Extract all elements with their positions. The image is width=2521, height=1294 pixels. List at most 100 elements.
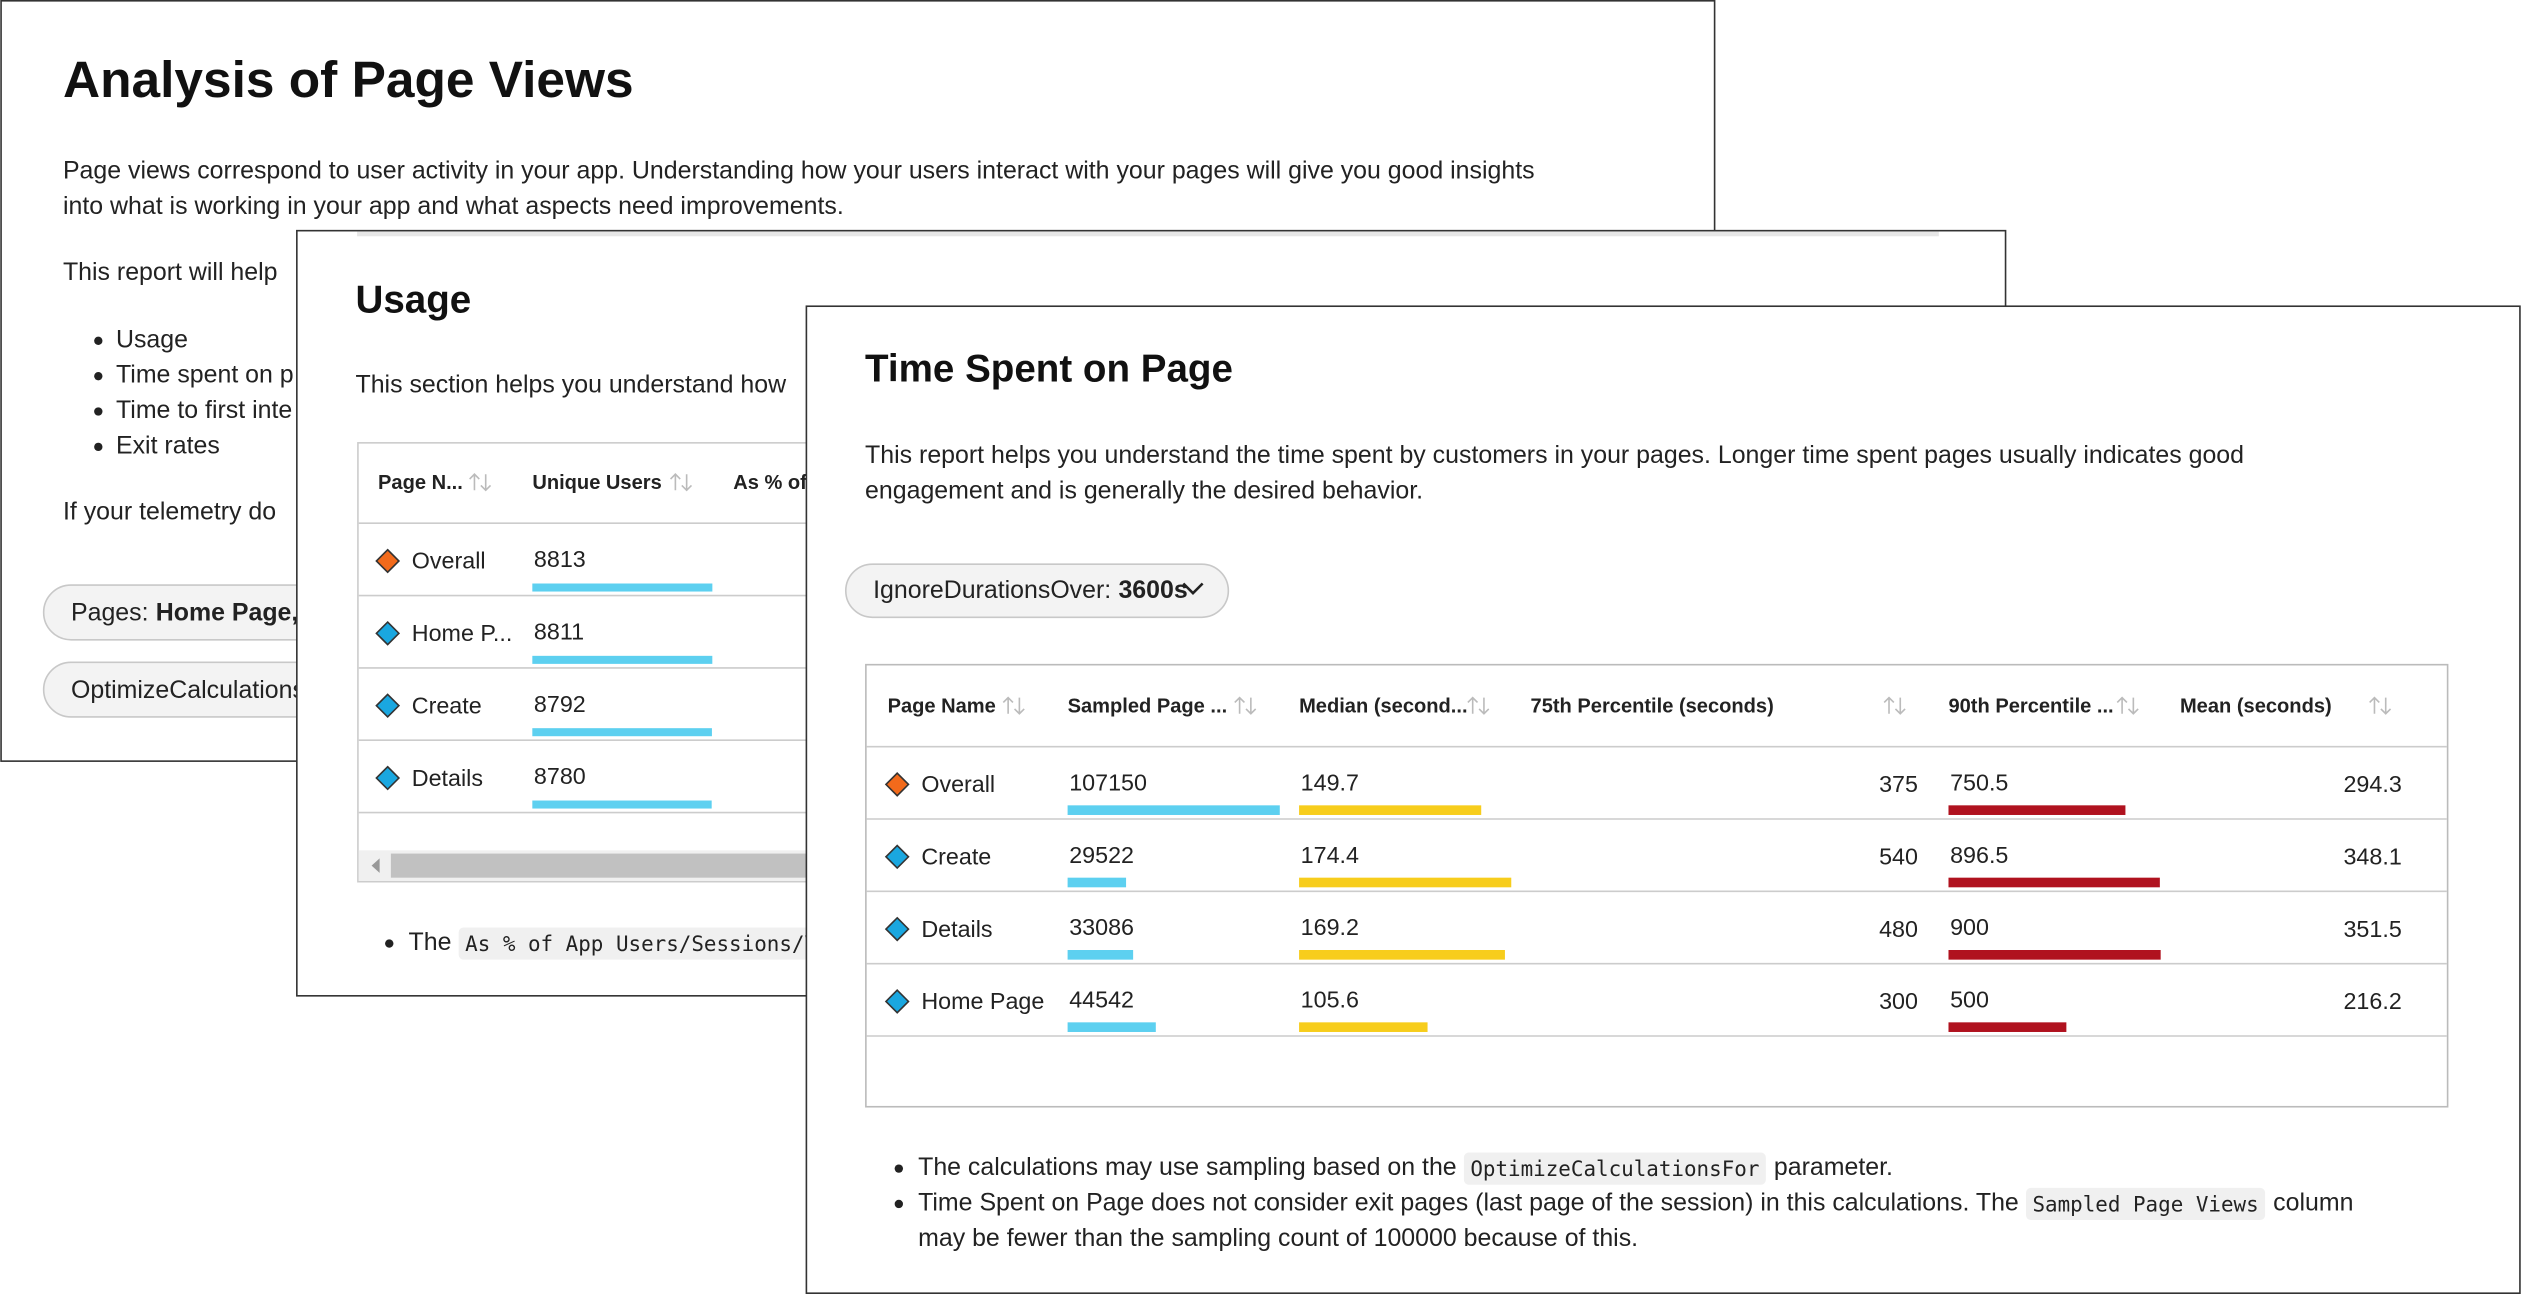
sort-icon[interactable] bbox=[669, 473, 693, 492]
row-name: Create bbox=[412, 692, 482, 718]
title: Time Spent on Page bbox=[865, 348, 1233, 391]
bullet-text: Time spent on p bbox=[116, 361, 294, 389]
row-name: Home P... bbox=[412, 620, 513, 646]
time-spent-panel: Time Spent on Page This report helps you … bbox=[805, 305, 2521, 1294]
bar bbox=[1948, 950, 2161, 960]
bar bbox=[1067, 950, 1134, 960]
row-name: Home Page bbox=[921, 988, 1044, 1014]
cell-value: 107150 bbox=[1069, 770, 1147, 796]
cell-value: 105.6 bbox=[1301, 987, 1359, 1013]
cell-value: 300 bbox=[1879, 988, 1918, 1014]
inline-code: OptimizeCalculationsFor bbox=[1470, 1157, 1759, 1181]
note-text: column bbox=[2273, 1189, 2353, 1217]
bar bbox=[1067, 805, 1280, 815]
cell-value: 8813 bbox=[534, 546, 586, 572]
bullet bbox=[385, 939, 394, 948]
bar bbox=[532, 655, 713, 664]
note-text: Time Spent on Page does not consider exi… bbox=[918, 1189, 2019, 1217]
bar bbox=[1299, 877, 1512, 888]
column-header: Median (second... bbox=[1299, 696, 1467, 718]
cell-value: 750.5 bbox=[1950, 770, 2008, 796]
chip-value: 3600s bbox=[1118, 576, 1187, 604]
chip-value: Home Page, D bbox=[156, 599, 323, 627]
bar bbox=[532, 800, 712, 809]
paragraph-line: engagement and is generally the desired … bbox=[865, 476, 1423, 504]
row-name: Overall bbox=[412, 548, 486, 574]
chip-label: OptimizeCalculations bbox=[71, 676, 305, 704]
scroll-left-arrow bbox=[371, 858, 380, 873]
row-icon bbox=[375, 548, 401, 574]
panel-frame bbox=[805, 305, 2521, 1294]
row-icon bbox=[884, 916, 910, 942]
paragraph-line: into what is working in your app and wha… bbox=[63, 192, 844, 220]
row-name: Details bbox=[412, 765, 483, 791]
cell-value: 8792 bbox=[534, 691, 586, 717]
bullet-text: Time to first inte bbox=[116, 396, 292, 424]
cell-value: 480 bbox=[1879, 916, 1918, 942]
row-icon bbox=[884, 989, 910, 1014]
inline-code: Sampled Page Views bbox=[2032, 1193, 2258, 1217]
parameter-chip[interactable] bbox=[844, 563, 1230, 619]
title: Usage bbox=[356, 278, 472, 321]
row-icon bbox=[375, 620, 401, 646]
bar bbox=[1067, 1022, 1156, 1032]
row-icon bbox=[375, 693, 401, 719]
bullet bbox=[94, 371, 103, 381]
cell-value: 149.7 bbox=[1301, 770, 1359, 796]
code-background bbox=[2026, 1187, 2266, 1221]
bar bbox=[1948, 877, 2160, 888]
chip-label: Pages: bbox=[71, 599, 149, 627]
column-header: Page Name bbox=[888, 696, 996, 718]
note-text: The calculations may use sampling based … bbox=[918, 1153, 1457, 1181]
cell-value: 33086 bbox=[1069, 914, 1134, 940]
column-header: Unique Users bbox=[532, 472, 661, 494]
column-header: Mean (seconds) bbox=[2180, 696, 2332, 718]
bar bbox=[1299, 950, 1505, 960]
bullet bbox=[894, 1199, 904, 1209]
row-name: Create bbox=[921, 844, 991, 870]
cell-value: 8811 bbox=[534, 618, 584, 644]
cell-value: 216.2 bbox=[2343, 988, 2401, 1014]
cell-value: 375 bbox=[1879, 771, 1918, 797]
divider bbox=[357, 231, 1939, 237]
sort-icon[interactable] bbox=[2369, 696, 2392, 715]
paragraph-line: This report helps you understand the tim… bbox=[865, 441, 2244, 469]
bullet-text: Exit rates bbox=[116, 431, 220, 459]
sort-icon[interactable] bbox=[1234, 696, 1257, 715]
paragraph-line: Page views correspond to user activity i… bbox=[63, 157, 1535, 185]
bullet bbox=[94, 442, 103, 452]
sort-icon[interactable] bbox=[1002, 696, 1025, 715]
paragraph: This section helps you understand how bbox=[356, 370, 788, 398]
bar bbox=[1948, 1022, 2067, 1032]
bullet bbox=[894, 1164, 904, 1173]
cell-value: 900 bbox=[1950, 914, 1989, 940]
cell-value: 169.2 bbox=[1301, 914, 1359, 940]
column-header: 90th Percentile ... bbox=[1948, 696, 2113, 718]
sort-icon[interactable] bbox=[1883, 696, 1906, 715]
row-name: Details bbox=[921, 916, 992, 942]
title: Analysis of Page Views bbox=[63, 50, 634, 108]
bullet bbox=[94, 336, 103, 345]
sort-icon[interactable] bbox=[1467, 696, 1490, 715]
code-background bbox=[1463, 1152, 1766, 1185]
bar bbox=[532, 728, 712, 737]
row-icon bbox=[884, 772, 910, 797]
column-header: 75th Percentile (seconds) bbox=[1531, 696, 1774, 718]
cell-value: 540 bbox=[1879, 844, 1918, 870]
cell-value: 29522 bbox=[1069, 842, 1134, 868]
bullet bbox=[94, 407, 103, 416]
code-background bbox=[458, 927, 824, 960]
bar bbox=[1948, 805, 2126, 815]
cell-value: 348.1 bbox=[2343, 844, 2401, 870]
column-header: As % of bbox=[733, 472, 807, 494]
row-name: Overall bbox=[921, 771, 995, 797]
sort-icon[interactable] bbox=[2116, 696, 2139, 715]
cell-value: 896.5 bbox=[1950, 842, 2008, 868]
column-header: Sampled Page ... bbox=[1068, 696, 1228, 718]
table-frame bbox=[865, 663, 2449, 1108]
sort-icon[interactable] bbox=[469, 473, 492, 492]
inline-code: As % of App Users/Sessions/V bbox=[465, 932, 817, 956]
bar bbox=[1067, 877, 1127, 888]
bar bbox=[1299, 1022, 1428, 1032]
